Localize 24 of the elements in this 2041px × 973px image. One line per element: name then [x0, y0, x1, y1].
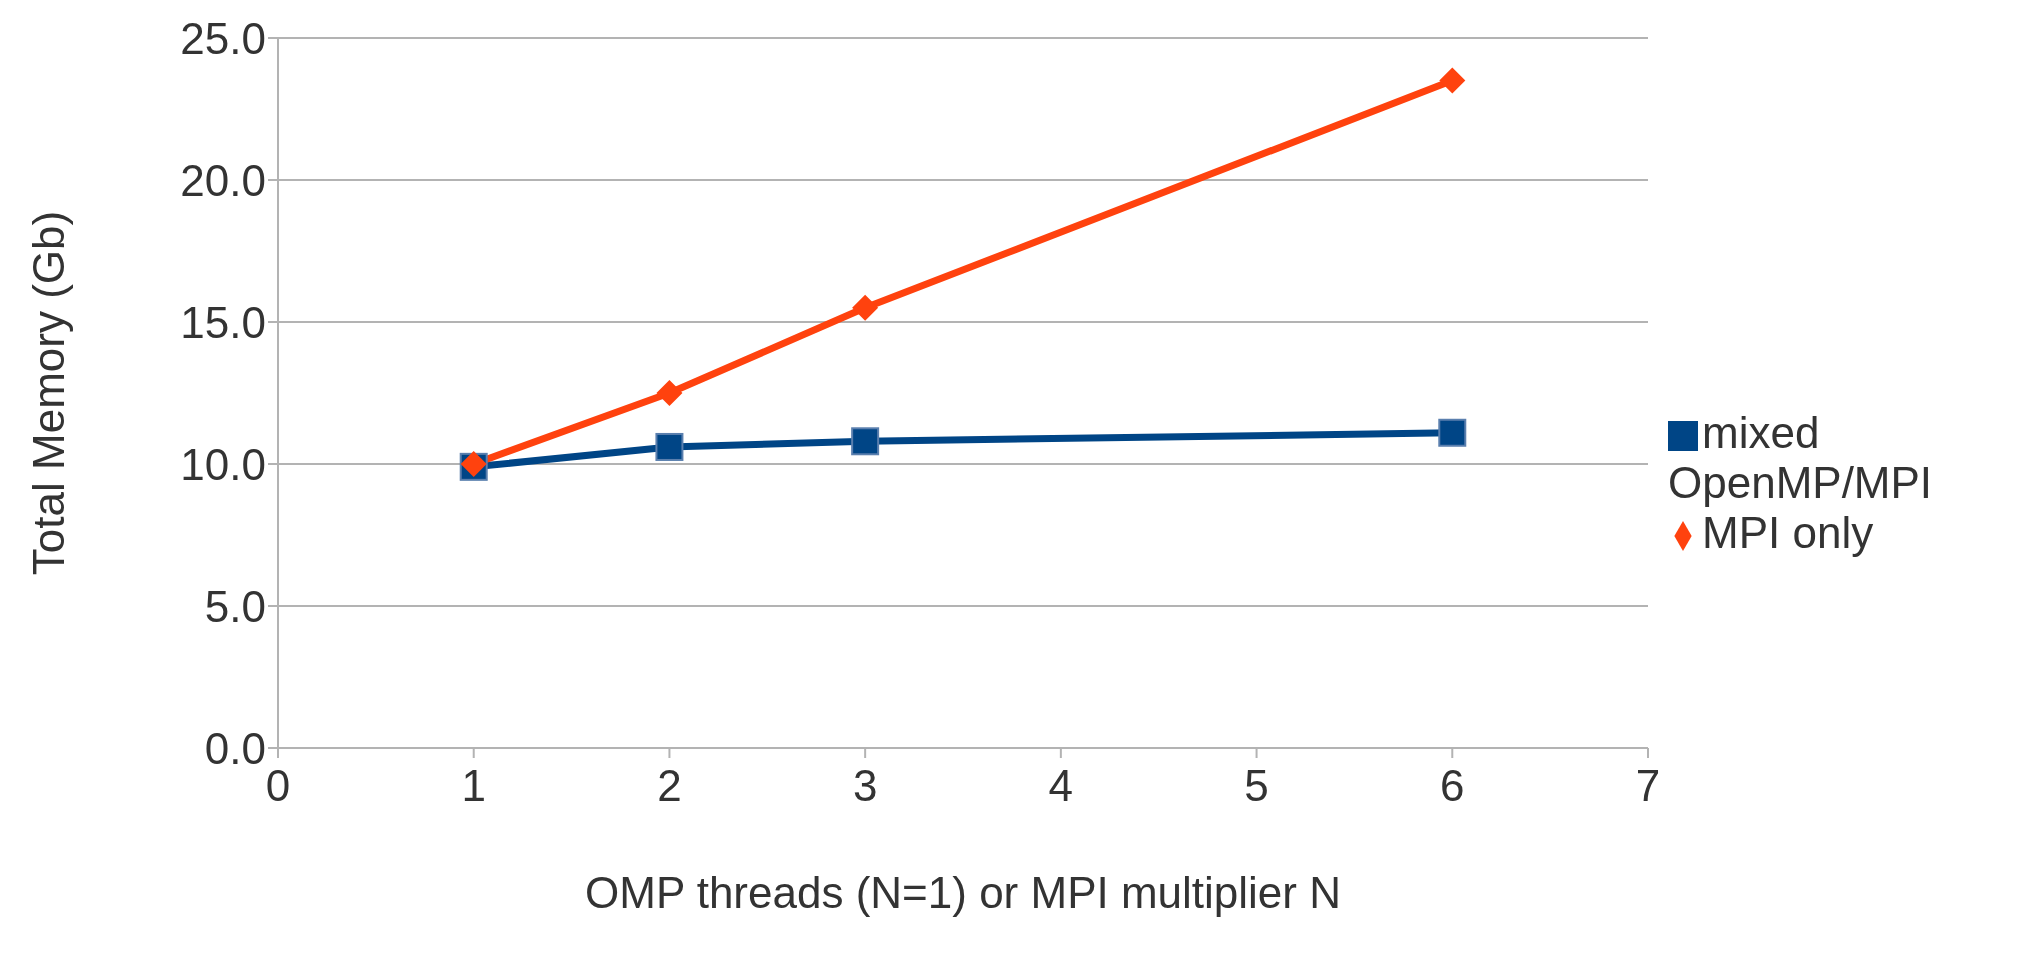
point	[656, 380, 683, 406]
y-tick-label: 5.0	[204, 581, 266, 631]
x-tick-label: 0	[265, 761, 291, 811]
legend-label: mixed OpenMP/MPI	[1668, 408, 1933, 507]
x-tick-label: 2	[657, 761, 682, 811]
x-tick-label: 7	[1635, 761, 1661, 811]
y-tick-label: 25.0	[180, 13, 266, 63]
point	[1439, 67, 1466, 94]
y-tick-label: 15.0	[180, 297, 266, 347]
x-tick-label: 5	[1244, 761, 1269, 811]
y-axis-title: Total Memory (Gb)	[23, 210, 73, 576]
x-tick-label: 4	[1048, 761, 1074, 811]
y-tick-label: 0.0	[204, 723, 266, 773]
y-tick-label: 10.0	[180, 439, 266, 489]
point	[851, 427, 880, 456]
x-tick-label: 1	[461, 761, 486, 811]
x-tick-label: 6	[1440, 761, 1465, 811]
point	[655, 432, 684, 461]
point	[1438, 418, 1467, 447]
y-tick-label: 20.0	[180, 155, 266, 205]
x-tick-label: 3	[852, 761, 878, 811]
legend-label: MPI only	[1702, 508, 1874, 557]
x-axis-title: OMP threads (N=1) or MPI multiplier N	[585, 868, 1341, 917]
point	[852, 294, 879, 321]
